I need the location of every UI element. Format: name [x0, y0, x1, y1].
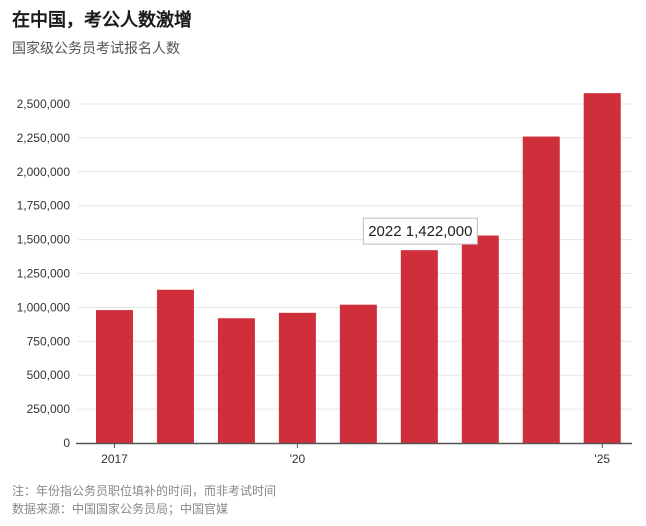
y-tick-label: 2,250,000 [17, 131, 71, 145]
y-tick-label: 2,500,000 [17, 97, 71, 111]
y-tick-label: 1,750,000 [17, 199, 71, 213]
bar-2020 [278, 312, 316, 443]
x-tick-label: '25 [594, 452, 610, 466]
y-tick-label: 500,000 [27, 368, 71, 382]
annotation-box [362, 217, 478, 245]
chart-subtitle: 国家级公务员考试报名人数 [12, 41, 180, 57]
y-tick-label: 1,000,000 [17, 300, 71, 314]
y-tick-label: 250,000 [27, 402, 71, 416]
x-tick-label: '20 [290, 452, 306, 466]
footnote: 注：年份指公务员职位填补的时间，而非考试时间 [12, 484, 277, 498]
bar-2018 [156, 289, 194, 443]
y-tick-label: 1,500,000 [17, 233, 71, 247]
bar-2022 [400, 250, 438, 443]
bar-2023 [461, 235, 499, 443]
bar-2017 [96, 310, 133, 443]
y-tick-label: 0 [63, 436, 70, 450]
bar-2019 [217, 318, 255, 443]
chart-title: 在中国，考公人数激增 [12, 10, 192, 31]
bar-2024 [522, 136, 560, 443]
y-tick-label: 2,000,000 [17, 165, 71, 179]
x-tick-label: 2017 [101, 452, 128, 466]
bar-2025 [583, 93, 621, 443]
y-tick-label: 1,250,000 [17, 267, 71, 281]
y-tick-label: 750,000 [27, 334, 71, 348]
bar-2021 [339, 304, 377, 443]
annotation-label: 2022 1,422,000 [368, 223, 472, 240]
source-note: 数据来源：中国国家公务员局；中国官媒 [12, 502, 229, 516]
